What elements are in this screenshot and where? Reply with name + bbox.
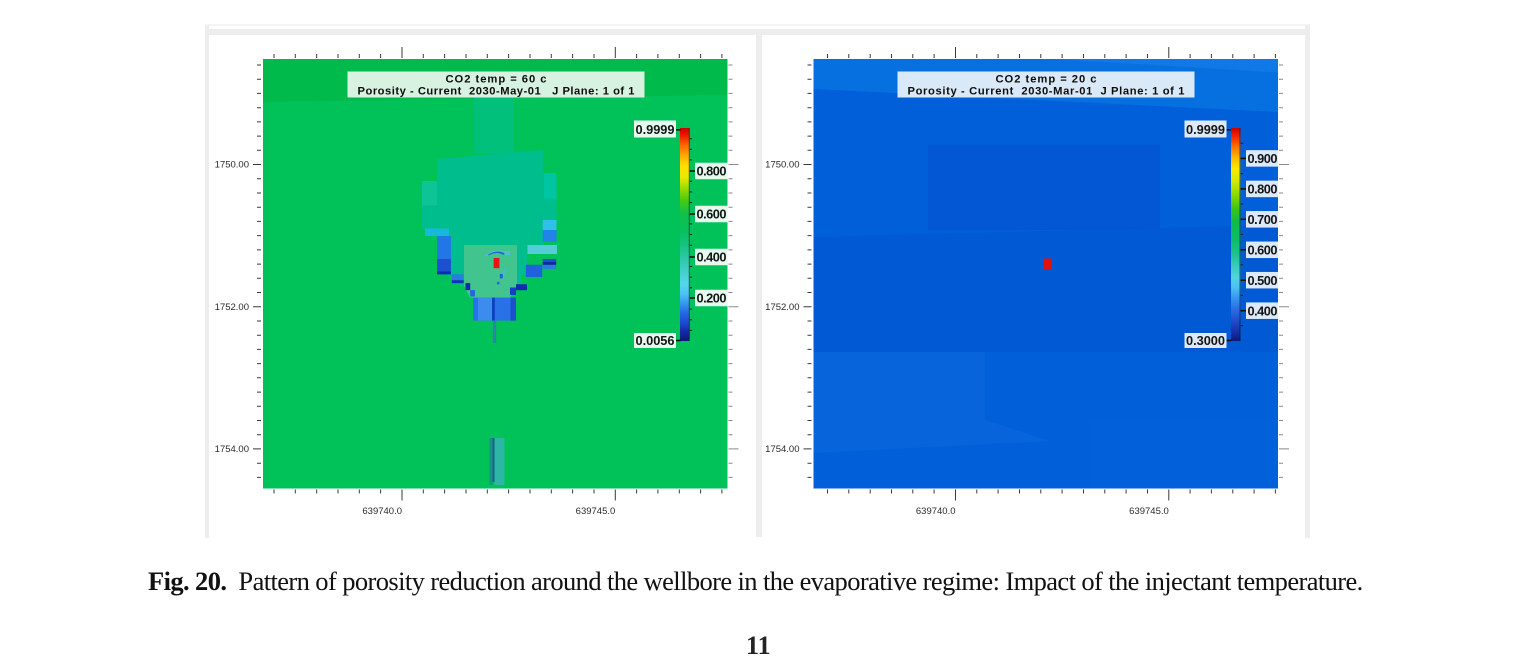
svg-text:0.800: 0.800 — [697, 164, 727, 179]
svg-text:Porosity - Current 2030-May-0: Porosity - Current 2030-May-01 J Plane: … — [358, 86, 635, 98]
svg-text:0.200: 0.200 — [697, 291, 727, 306]
svg-text:639745.0: 639745.0 — [576, 506, 616, 517]
svg-text:0.600: 0.600 — [1248, 243, 1278, 258]
svg-text:639740.0: 639740.0 — [916, 506, 956, 517]
svg-text:0.400: 0.400 — [1248, 303, 1278, 318]
svg-text:0.600: 0.600 — [697, 207, 727, 222]
svg-text:0.3000: 0.3000 — [1186, 333, 1225, 348]
svg-text:1750.00: 1750.00 — [215, 160, 249, 171]
svg-text:CO2 temp = 60 c: CO2 temp = 60 c — [446, 73, 547, 85]
svg-text:639745.0: 639745.0 — [1129, 506, 1169, 517]
svg-text:0.0056: 0.0056 — [636, 333, 675, 348]
svg-text:0.900: 0.900 — [1248, 151, 1278, 166]
svg-text:1752.00: 1752.00 — [215, 302, 249, 313]
svg-text:639740.0: 639740.0 — [362, 506, 402, 517]
svg-text:0.400: 0.400 — [697, 250, 727, 265]
svg-text:1754.00: 1754.00 — [765, 444, 799, 455]
svg-text:0.800: 0.800 — [1248, 182, 1278, 197]
svg-text:0.9999: 0.9999 — [636, 122, 675, 137]
svg-text:1752.00: 1752.00 — [765, 302, 799, 313]
svg-text:0.500: 0.500 — [1248, 273, 1278, 288]
svg-text:0.700: 0.700 — [1248, 212, 1278, 227]
svg-text:Porosity - Current 2030-Mar-0: Porosity - Current 2030-Mar-01 J Plane: … — [908, 86, 1185, 98]
svg-text:0.9999: 0.9999 — [1186, 122, 1225, 137]
svg-text:CO2 temp = 20 c: CO2 temp = 20 c — [996, 73, 1097, 85]
svg-text:1750.00: 1750.00 — [765, 160, 799, 171]
svg-text:1754.00: 1754.00 — [215, 444, 249, 455]
